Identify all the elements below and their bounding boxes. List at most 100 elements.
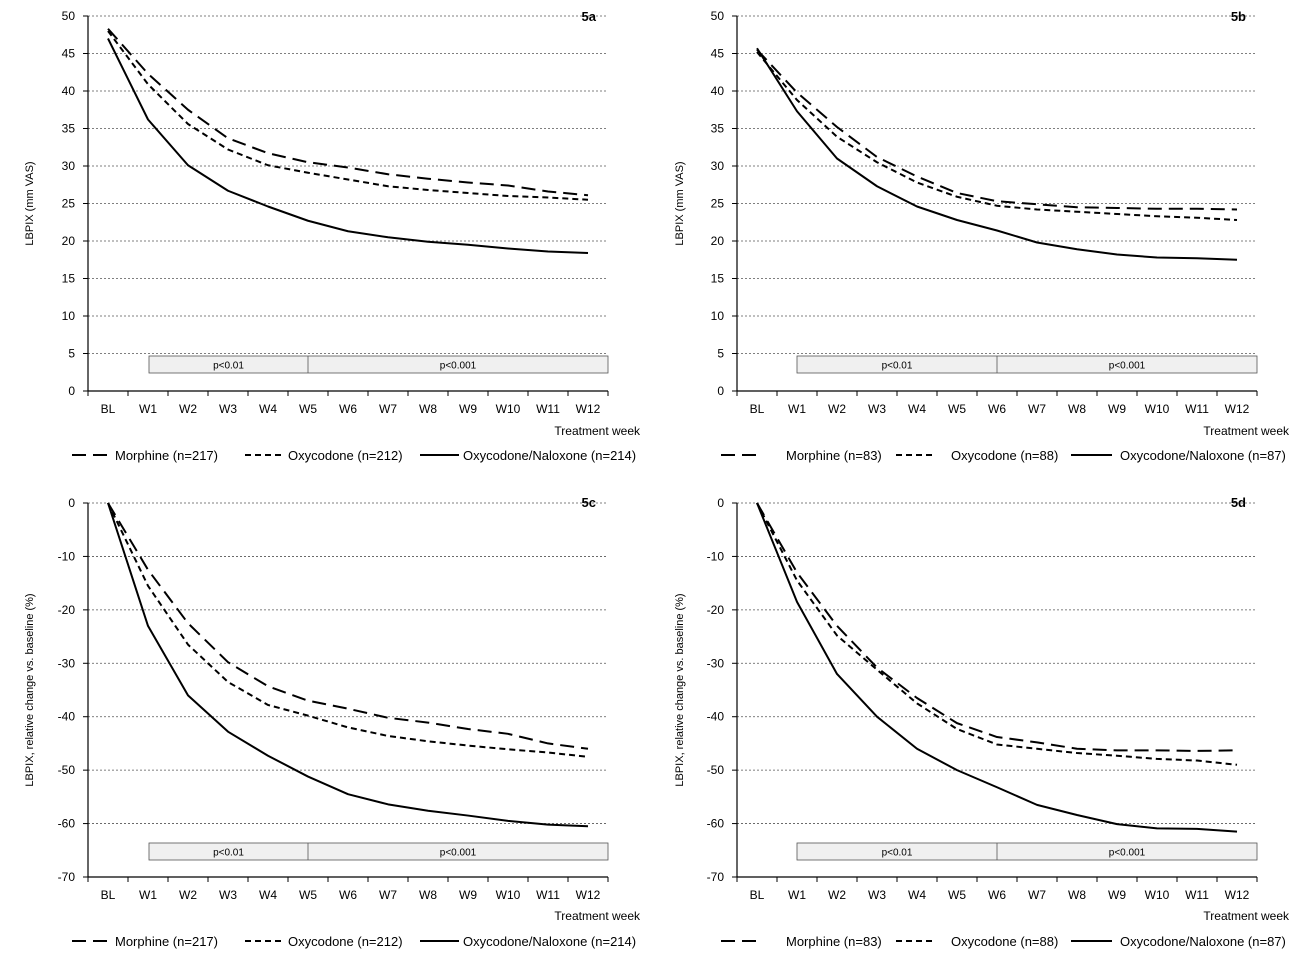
significance-label: p<0.01 xyxy=(213,848,244,859)
y-tick-label: -40 xyxy=(58,710,76,724)
x-tick-label: W8 xyxy=(419,402,437,416)
x-tick-label: W5 xyxy=(299,888,317,902)
y-tick-label: 5 xyxy=(717,347,724,361)
x-tick-label: W1 xyxy=(788,402,806,416)
x-tick-label: W3 xyxy=(219,402,237,416)
x-tick-label: W3 xyxy=(868,402,886,416)
series-line-solid xyxy=(756,502,1238,833)
y-tick-label: 30 xyxy=(62,159,76,173)
x-tick-label: W10 xyxy=(496,888,521,902)
x-tick-label: W9 xyxy=(1108,888,1126,902)
x-tick-label: W12 xyxy=(576,888,601,902)
y-tick-label: -30 xyxy=(707,656,725,670)
x-tick-label: W11 xyxy=(1185,888,1209,902)
x-tick-label: W3 xyxy=(219,888,237,902)
x-tick-label: W6 xyxy=(988,888,1006,902)
legend-entry: Morphine (n=83) xyxy=(786,934,882,949)
series-line-solid xyxy=(756,47,1238,261)
y-tick-label: 40 xyxy=(62,84,76,98)
y-tick-label: -30 xyxy=(58,656,76,670)
x-tick-label: W4 xyxy=(908,888,926,902)
y-tick-label: -60 xyxy=(707,817,725,831)
y-tick-label: -50 xyxy=(707,763,725,777)
legend-entry: Morphine (n=217) xyxy=(115,448,218,463)
x-tick-label: W8 xyxy=(1068,402,1086,416)
x-tick-label: W6 xyxy=(339,402,357,416)
x-tick-label: W11 xyxy=(536,402,560,416)
y-axis-label: LBPIX, relative change vs. baseline (%) xyxy=(674,593,686,786)
legend-entry: Oxycodone/Naloxone (n=214) xyxy=(463,448,636,463)
y-tick-label: 35 xyxy=(62,122,76,136)
legend-entry: Oxycodone (n=212) xyxy=(288,934,403,949)
significance-label: p<0.001 xyxy=(1109,848,1146,859)
y-tick-label: 10 xyxy=(62,309,76,323)
x-tick-label: W8 xyxy=(1068,888,1086,902)
legend-entry: Oxycodone (n=88) xyxy=(951,934,1058,949)
x-tick-label: W2 xyxy=(828,888,846,902)
x-axis-label: Treatment week xyxy=(1203,909,1290,923)
legend-entry: Oxycodone/Naloxone (n=87) xyxy=(1120,934,1286,949)
series-line-longdash xyxy=(756,502,1238,752)
series-line-longdash xyxy=(107,502,589,750)
y-tick-label: 15 xyxy=(62,272,76,286)
x-tick-label: W10 xyxy=(496,402,521,416)
x-axis-label: Treatment week xyxy=(1203,424,1290,438)
significance-label: p<0.001 xyxy=(1109,361,1146,372)
x-tick-label: W5 xyxy=(948,888,966,902)
series-line-shortdash xyxy=(756,502,1238,766)
x-tick-label: W12 xyxy=(1225,402,1250,416)
chart-panel-5a: p<0.01 p<0.001 0 5 10 15 20 25 30 35 40 45 50 BL W1 W2 W… xyxy=(24,9,641,463)
x-axis-label: Treatment week xyxy=(554,424,641,438)
x-tick-label: W6 xyxy=(988,402,1006,416)
x-tick-label: W2 xyxy=(179,402,197,416)
x-tick-label: W1 xyxy=(139,888,157,902)
x-tick-label: W9 xyxy=(459,402,477,416)
x-tick-label: W2 xyxy=(828,402,846,416)
y-tick-label: 45 xyxy=(711,47,725,61)
series-line-solid xyxy=(107,38,589,254)
significance-label: p<0.01 xyxy=(882,848,913,859)
x-tick-label: W5 xyxy=(299,402,317,416)
x-tick-label: W4 xyxy=(259,888,277,902)
y-tick-label: 25 xyxy=(711,197,725,211)
x-tick-label: W1 xyxy=(139,402,157,416)
panel-label: 5b xyxy=(1231,9,1246,24)
y-tick-label: 20 xyxy=(711,234,725,248)
x-tick-label: W7 xyxy=(1028,888,1046,902)
series-line-solid xyxy=(107,502,589,828)
x-tick-label: W4 xyxy=(908,402,926,416)
legend-entry: Oxycodone (n=212) xyxy=(288,448,403,463)
legend-entry: Oxycodone (n=88) xyxy=(951,448,1058,463)
y-tick-label: 40 xyxy=(711,84,725,98)
x-tick-label: BL xyxy=(750,888,765,902)
legend-entry: Oxycodone/Naloxone (n=214) xyxy=(463,934,636,949)
y-tick-label: -70 xyxy=(707,870,725,884)
y-tick-label: 45 xyxy=(62,47,76,61)
significance-band xyxy=(796,355,1258,374)
y-axis-label: LBPIX (mm VAS) xyxy=(674,161,686,245)
significance-label: p<0.001 xyxy=(440,848,477,859)
x-tick-label: W12 xyxy=(1225,888,1250,902)
y-tick-label: -40 xyxy=(707,710,725,724)
y-tick-label: 0 xyxy=(68,384,75,398)
y-tick-label: 50 xyxy=(62,9,76,23)
x-tick-label: W5 xyxy=(948,402,966,416)
y-tick-label: 50 xyxy=(711,9,725,23)
panel-label: 5d xyxy=(1231,495,1246,510)
y-axis-label: LBPIX (mm VAS) xyxy=(24,161,36,245)
legend-entry: Morphine (n=83) xyxy=(786,448,882,463)
x-tick-label: W10 xyxy=(1145,888,1170,902)
x-tick-label: W6 xyxy=(339,888,357,902)
significance-band xyxy=(796,842,1258,861)
y-tick-label: 5 xyxy=(68,347,75,361)
y-tick-label: -60 xyxy=(58,817,76,831)
y-tick-label: 35 xyxy=(711,122,725,136)
x-tick-label: BL xyxy=(750,402,765,416)
panel-label: 5c xyxy=(582,495,596,510)
y-tick-label: -10 xyxy=(58,549,76,563)
x-tick-label: W8 xyxy=(419,888,437,902)
x-tick-label: W4 xyxy=(259,402,277,416)
y-tick-label: -20 xyxy=(58,603,76,617)
